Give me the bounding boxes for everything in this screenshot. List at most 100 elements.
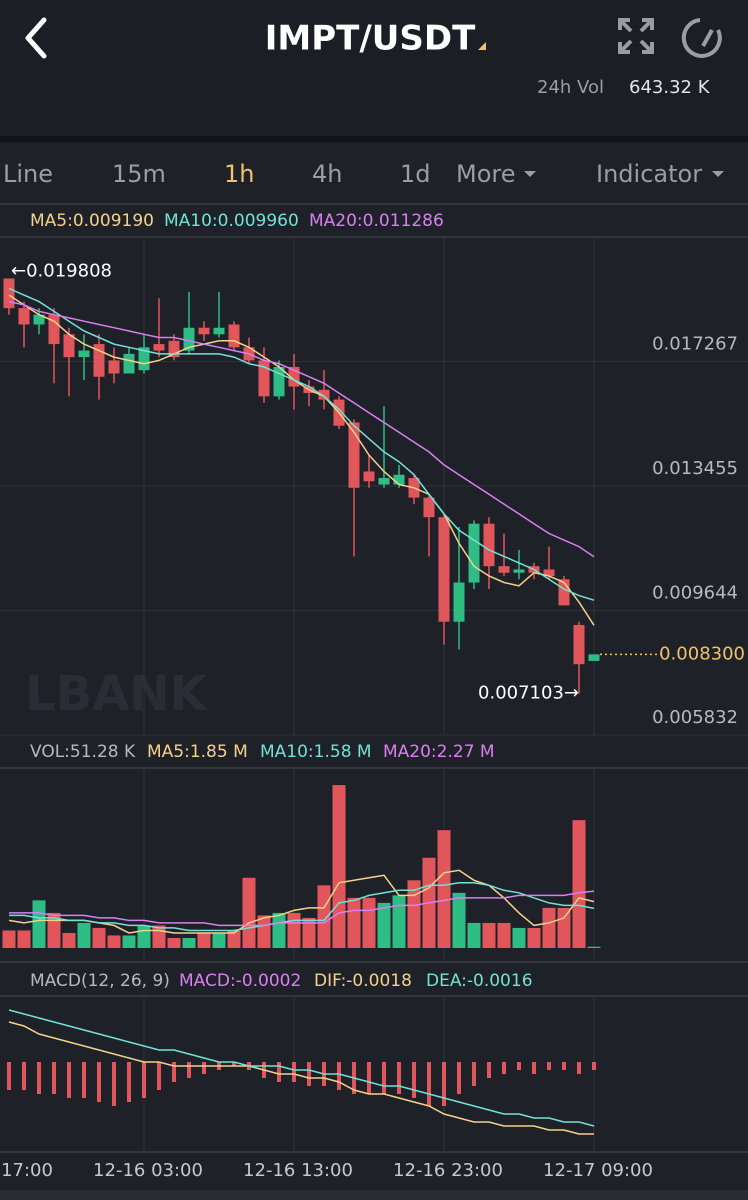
bottom-strip <box>0 1190 748 1200</box>
volume-bar <box>137 925 151 948</box>
volume-bar <box>587 946 601 948</box>
tab[interactable]: 15m <box>112 160 166 188</box>
volume-bar <box>77 922 91 948</box>
macd-bar <box>97 1062 101 1102</box>
y-tick-label: 0.005832 <box>652 707 738 728</box>
panel-title: VOL:51.28 K <box>30 742 136 762</box>
candle-body <box>288 366 300 387</box>
candle-body <box>483 523 495 567</box>
volume-bar <box>2 930 16 948</box>
macd-bar <box>517 1062 521 1070</box>
volume-bar <box>152 925 166 948</box>
volume-value: 643.32 K <box>629 77 711 98</box>
volume-bar <box>257 915 271 948</box>
volume-bar <box>542 907 556 948</box>
pair-title[interactable]: IMPT/USDT <box>265 19 476 59</box>
refresh-button[interactable] <box>681 18 722 58</box>
volume-bar <box>17 930 31 948</box>
macd-bar <box>592 1062 596 1070</box>
volume-bar <box>467 922 481 948</box>
candle-body <box>393 474 405 485</box>
y-tick-label: 0.013455 <box>652 458 738 479</box>
legend-entry: DIF:-0.0018 <box>314 971 412 991</box>
y-tick-label: 0.017267 <box>652 333 738 354</box>
candle-body <box>348 422 360 488</box>
fullscreen-button[interactable] <box>618 18 654 54</box>
candle-body <box>558 579 570 606</box>
volume-bar <box>212 932 226 948</box>
volume-bar <box>557 907 571 948</box>
volume-bar <box>572 820 586 948</box>
macd-bar <box>472 1062 476 1086</box>
tab[interactable]: More <box>456 160 516 188</box>
volume-bar <box>197 932 211 948</box>
x-tick-label: 12-17 09:00 <box>543 1160 653 1181</box>
macd-bar <box>397 1062 401 1094</box>
candle-body <box>228 324 240 348</box>
candle-body <box>588 654 600 661</box>
volume-bar <box>407 880 421 948</box>
title-corner <box>478 42 486 50</box>
legend-entry: MA10:0.009960 <box>164 211 299 231</box>
back-button[interactable] <box>25 17 47 59</box>
macd-bar <box>142 1062 146 1098</box>
macd-bar <box>67 1062 71 1098</box>
volume-ma-line <box>9 890 595 927</box>
watermark: LBANK <box>25 666 208 722</box>
macd-bar <box>367 1062 371 1094</box>
macd-bar <box>7 1062 11 1090</box>
x-tick-label: 12-16 23:00 <box>393 1160 503 1181</box>
volume-bar <box>302 917 316 948</box>
candle-body <box>93 344 105 377</box>
macd-bar <box>427 1062 431 1106</box>
volume-bar <box>227 930 241 948</box>
macd-bar <box>277 1062 281 1082</box>
tab[interactable]: 1h <box>224 160 254 188</box>
macd-bar <box>112 1062 116 1106</box>
macd-line <box>8 1021 594 1135</box>
candle-body <box>543 569 555 576</box>
tab[interactable]: Line <box>3 160 53 188</box>
panel-title: MACD(12, 26, 9) <box>30 971 170 991</box>
candle-body <box>423 497 435 518</box>
legend-entry: MA20:2.27 M <box>383 742 495 762</box>
macd-bar <box>412 1062 416 1098</box>
candle-body <box>213 327 225 335</box>
macd-bar <box>487 1062 491 1078</box>
volume-bar <box>497 922 511 948</box>
candle-body <box>363 471 375 482</box>
candle-body <box>168 340 180 358</box>
volume-ma-line <box>8 869 595 934</box>
legend-entry: MACD:-0.0002 <box>179 971 301 991</box>
volume-bar <box>362 897 376 948</box>
volume-bar <box>47 912 61 948</box>
macd-bar <box>157 1062 161 1090</box>
legend-entry: MA20:0.011286 <box>309 211 444 231</box>
candle-body <box>273 366 285 397</box>
candle-body <box>318 389 330 400</box>
x-tick-label: 12-16 03:00 <box>93 1160 203 1181</box>
candle-body <box>108 360 120 374</box>
candle-body <box>438 517 450 622</box>
volume-bar <box>122 935 136 948</box>
macd-bar <box>52 1062 56 1094</box>
macd-line <box>8 1009 595 1127</box>
volume-bar <box>287 912 301 948</box>
legend-entry: MA5:0.009190 <box>30 211 154 231</box>
candle-body <box>498 566 510 573</box>
volume-bar <box>167 937 181 948</box>
legend-entry: MA10:1.58 M <box>260 742 372 762</box>
macd-bar <box>547 1062 551 1070</box>
legend-entry: DEA:-0.0016 <box>426 971 533 991</box>
macd-bar <box>127 1062 131 1102</box>
legend-entry: MA5:1.85 M <box>147 742 248 762</box>
volume-ma-line <box>9 882 595 932</box>
macd-bar <box>577 1062 581 1074</box>
tab[interactable]: 1d <box>400 160 431 188</box>
candle-body <box>138 347 150 371</box>
volume-bar <box>347 897 361 948</box>
tab[interactable]: 4h <box>312 160 342 188</box>
macd-bar <box>382 1062 386 1094</box>
tab[interactable]: Indicator <box>596 160 702 188</box>
